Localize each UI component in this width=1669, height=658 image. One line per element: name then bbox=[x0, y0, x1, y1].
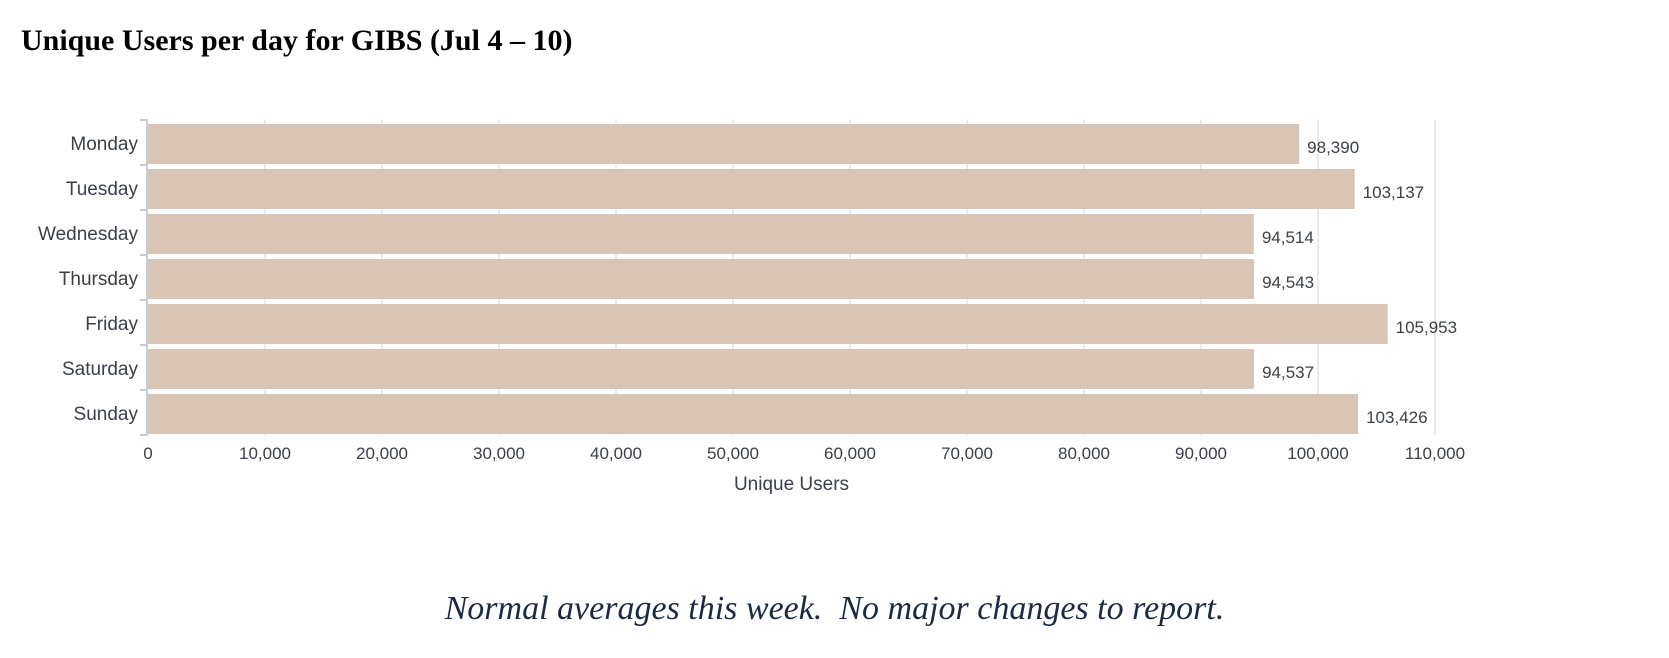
category-label: Tuesday bbox=[66, 179, 139, 200]
category-label: Saturday bbox=[62, 359, 139, 380]
x-tick-label: 80,000 bbox=[1058, 444, 1110, 463]
bar-friday bbox=[148, 304, 1388, 344]
x-tick-label: 40,000 bbox=[590, 444, 642, 463]
value-label: 105,953 bbox=[1396, 318, 1457, 337]
x-tick-label: 50,000 bbox=[707, 444, 759, 463]
value-label: 103,426 bbox=[1366, 408, 1427, 427]
value-label: 94,537 bbox=[1262, 363, 1314, 382]
x-tick-label: 110,000 bbox=[1405, 444, 1465, 463]
report-note: Normal averages this week. No major chan… bbox=[444, 590, 1225, 627]
value-label: 103,137 bbox=[1363, 183, 1424, 202]
bars bbox=[148, 124, 1388, 434]
x-axis-title: Unique Users bbox=[734, 474, 849, 495]
x-tick-label: 0 bbox=[143, 444, 152, 463]
x-tick-label: 90,000 bbox=[1175, 444, 1227, 463]
category-label: Friday bbox=[85, 314, 138, 335]
bar-thursday bbox=[148, 259, 1255, 299]
category-label: Monday bbox=[70, 134, 138, 155]
bar-monday bbox=[148, 124, 1300, 164]
bar-wednesday bbox=[148, 214, 1254, 254]
x-tick-label: 60,000 bbox=[824, 444, 876, 463]
x-tick-label: 70,000 bbox=[941, 444, 993, 463]
bar-sunday bbox=[148, 394, 1359, 434]
bar-saturday bbox=[148, 349, 1255, 389]
bar-chart: Monday 98,390 Tuesday 103,137 Wednesday 94,51… bbox=[38, 119, 1465, 495]
axes bbox=[140, 119, 148, 436]
x-tick-label: 30,000 bbox=[473, 444, 525, 463]
page-title: Unique Users per day for GIBS (Jul 4 – 1… bbox=[21, 24, 573, 57]
labels: Monday 98,390 Tuesday 103,137 Wednesday 94,51… bbox=[38, 134, 1465, 495]
category-label: Sunday bbox=[74, 404, 139, 425]
value-label: 98,390 bbox=[1307, 138, 1359, 157]
category-label: Wednesday bbox=[38, 224, 138, 245]
category-label: Thursday bbox=[59, 269, 139, 290]
bar-tuesday bbox=[148, 169, 1355, 209]
value-label: 94,543 bbox=[1262, 273, 1314, 292]
value-label: 94,514 bbox=[1262, 228, 1314, 247]
x-tick-label: 100,000 bbox=[1287, 444, 1348, 463]
x-tick-label: 20,000 bbox=[356, 444, 408, 463]
x-tick-label: 10,000 bbox=[239, 444, 291, 463]
